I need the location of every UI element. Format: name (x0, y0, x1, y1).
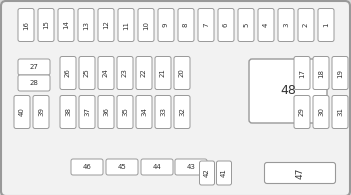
FancyBboxPatch shape (138, 9, 154, 42)
Text: 7: 7 (203, 23, 209, 27)
Text: 44: 44 (153, 164, 161, 170)
FancyBboxPatch shape (78, 9, 94, 42)
FancyBboxPatch shape (18, 75, 50, 91)
Text: 35: 35 (122, 108, 128, 116)
FancyBboxPatch shape (332, 96, 348, 129)
Text: 27: 27 (29, 64, 39, 70)
FancyBboxPatch shape (58, 9, 74, 42)
FancyBboxPatch shape (141, 159, 173, 175)
Text: 14: 14 (63, 20, 69, 29)
Text: 16: 16 (23, 20, 29, 29)
FancyBboxPatch shape (198, 9, 214, 42)
FancyBboxPatch shape (238, 9, 254, 42)
FancyBboxPatch shape (258, 9, 274, 42)
Text: 36: 36 (103, 107, 109, 116)
FancyBboxPatch shape (174, 96, 190, 129)
Text: 18: 18 (318, 68, 324, 77)
Text: 22: 22 (141, 69, 147, 77)
FancyBboxPatch shape (278, 9, 294, 42)
Text: 41: 41 (221, 168, 227, 177)
FancyBboxPatch shape (298, 9, 314, 42)
FancyBboxPatch shape (332, 57, 348, 90)
FancyBboxPatch shape (79, 57, 95, 90)
Text: 10: 10 (143, 20, 149, 29)
Text: 17: 17 (299, 68, 305, 77)
Text: 2: 2 (303, 23, 309, 27)
FancyBboxPatch shape (318, 9, 334, 42)
FancyBboxPatch shape (155, 57, 171, 90)
Text: 45: 45 (118, 164, 126, 170)
Text: 20: 20 (179, 69, 185, 77)
FancyBboxPatch shape (79, 96, 95, 129)
Text: 28: 28 (29, 80, 39, 86)
Text: 13: 13 (83, 20, 89, 29)
FancyBboxPatch shape (199, 161, 214, 185)
Text: 38: 38 (65, 107, 71, 116)
FancyBboxPatch shape (98, 9, 114, 42)
Text: 23: 23 (122, 69, 128, 77)
Text: 26: 26 (65, 69, 71, 77)
FancyBboxPatch shape (136, 96, 152, 129)
Text: 12: 12 (103, 20, 109, 29)
FancyBboxPatch shape (249, 59, 327, 123)
Text: 39: 39 (38, 107, 44, 116)
Text: 25: 25 (84, 69, 90, 77)
Text: 5: 5 (243, 23, 249, 27)
Text: 4: 4 (263, 23, 269, 27)
FancyBboxPatch shape (217, 161, 232, 185)
Text: 47: 47 (296, 167, 305, 179)
Text: 48: 48 (280, 84, 296, 98)
FancyBboxPatch shape (98, 96, 114, 129)
Text: 30: 30 (318, 107, 324, 116)
Text: 9: 9 (163, 23, 169, 27)
FancyBboxPatch shape (313, 57, 329, 90)
FancyBboxPatch shape (155, 96, 171, 129)
FancyBboxPatch shape (265, 162, 336, 183)
FancyBboxPatch shape (60, 96, 76, 129)
FancyBboxPatch shape (294, 57, 310, 90)
Text: 11: 11 (123, 20, 129, 29)
FancyBboxPatch shape (117, 96, 133, 129)
Text: 37: 37 (84, 107, 90, 116)
Text: 46: 46 (82, 164, 92, 170)
Text: 31: 31 (337, 107, 343, 116)
FancyBboxPatch shape (38, 9, 54, 42)
FancyBboxPatch shape (118, 9, 134, 42)
FancyBboxPatch shape (71, 159, 103, 175)
Text: 15: 15 (43, 20, 49, 29)
Text: 43: 43 (187, 164, 196, 170)
Text: 3: 3 (283, 23, 289, 27)
FancyBboxPatch shape (136, 57, 152, 90)
Text: 29: 29 (299, 108, 305, 116)
FancyBboxPatch shape (218, 9, 234, 42)
Text: 8: 8 (183, 23, 189, 27)
FancyBboxPatch shape (33, 96, 49, 129)
Text: 32: 32 (179, 108, 185, 116)
FancyBboxPatch shape (158, 9, 174, 42)
Text: 33: 33 (160, 107, 166, 116)
Text: 34: 34 (141, 108, 147, 116)
FancyBboxPatch shape (174, 57, 190, 90)
FancyBboxPatch shape (175, 159, 207, 175)
FancyBboxPatch shape (18, 9, 34, 42)
FancyBboxPatch shape (117, 57, 133, 90)
Text: 40: 40 (19, 108, 25, 116)
FancyBboxPatch shape (60, 57, 76, 90)
FancyBboxPatch shape (106, 159, 138, 175)
Text: 21: 21 (160, 69, 166, 77)
FancyBboxPatch shape (178, 9, 194, 42)
FancyBboxPatch shape (18, 59, 50, 75)
Text: 6: 6 (223, 23, 229, 27)
Text: 19: 19 (337, 68, 343, 77)
Text: 24: 24 (103, 69, 109, 77)
Text: 42: 42 (204, 169, 210, 177)
FancyBboxPatch shape (313, 96, 329, 129)
FancyBboxPatch shape (294, 96, 310, 129)
Text: 1: 1 (323, 23, 329, 27)
FancyBboxPatch shape (14, 96, 30, 129)
FancyBboxPatch shape (98, 57, 114, 90)
